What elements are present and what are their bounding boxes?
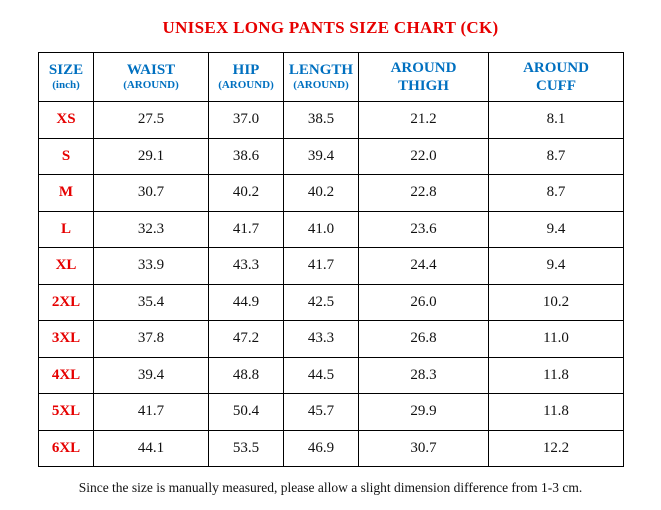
measurement-value: 33.9 [93, 247, 209, 285]
measurement-value: 26.0 [358, 283, 489, 321]
measurement-value: 50.4 [208, 393, 284, 431]
header-row: SIZE (inch) WAIST (AROUND) HIP (AROUND) … [38, 52, 624, 102]
measurement-value: 27.5 [93, 101, 209, 139]
measurement-value: 41.0 [283, 210, 359, 248]
measurement-value: 47.2 [208, 320, 284, 358]
measurement-value: 44.1 [93, 429, 209, 467]
size-label: 5XL [38, 393, 94, 431]
size-label: 2XL [38, 283, 94, 321]
table-row: XL 33.9 43.3 41.7 24.4 9.4 [38, 247, 624, 285]
col-header-hip: HIP (AROUND) [208, 52, 284, 102]
measurement-value: 48.8 [208, 356, 284, 394]
col-header-length-line2: (AROUND) [293, 79, 349, 92]
table-body: XS 27.5 37.0 38.5 21.2 8.1 S 29.1 38.6 39.4 22.0 8.… [38, 101, 624, 467]
size-label: 4XL [38, 356, 94, 394]
measurement-value: 41.7 [283, 247, 359, 285]
table-row: 6XL 44.1 53.5 46.9 30.7 12.2 [38, 429, 624, 467]
measurement-value: 53.5 [208, 429, 284, 467]
measurement-value: 30.7 [358, 429, 489, 467]
measurement-value: 40.2 [283, 174, 359, 212]
measurement-value: 40.2 [208, 174, 284, 212]
measurement-value: 44.9 [208, 283, 284, 321]
col-header-around-cuff-line2: CUFF [536, 78, 576, 94]
col-header-waist-line1: WAIST [126, 62, 176, 79]
measurement-value: 26.8 [358, 320, 489, 358]
col-header-around-cuff-line1: AROUND [523, 60, 589, 76]
measurement-value: 32.3 [93, 210, 209, 248]
table-row: L 32.3 41.7 41.0 23.6 9.4 [38, 210, 624, 248]
size-label: L [38, 210, 94, 248]
measurement-value: 8.1 [488, 101, 624, 139]
measurement-value: 9.4 [488, 210, 624, 248]
col-header-size-line2: (inch) [52, 79, 80, 92]
measurement-value: 44.5 [283, 356, 359, 394]
measurement-value: 22.0 [358, 137, 489, 175]
measurement-value: 46.9 [283, 429, 359, 467]
col-header-size: SIZE (inch) [38, 52, 94, 102]
measurement-value: 22.8 [358, 174, 489, 212]
table-row: 3XL 37.8 47.2 43.3 26.8 11.0 [38, 320, 624, 358]
measurement-value: 30.7 [93, 174, 209, 212]
measurement-value: 43.3 [208, 247, 284, 285]
measurement-value: 38.5 [283, 101, 359, 139]
col-header-around-thigh-line1: AROUND [390, 60, 457, 76]
size-chart-table: SIZE (inch) WAIST (AROUND) HIP (AROUND) … [38, 52, 624, 467]
measurement-value: 37.0 [208, 101, 284, 139]
col-header-around-thigh: AROUND THIGH [358, 52, 489, 102]
measurement-value: 24.4 [358, 247, 489, 285]
measurement-value: 39.4 [283, 137, 359, 175]
measurement-value: 45.7 [283, 393, 359, 431]
size-label: 3XL [38, 320, 94, 358]
measurement-value: 37.8 [93, 320, 209, 358]
measurement-value: 12.2 [488, 429, 624, 467]
measurement-value: 41.7 [93, 393, 209, 431]
measurement-value: 11.0 [488, 320, 624, 358]
measurement-value: 35.4 [93, 283, 209, 321]
col-header-around-cuff: AROUND CUFF [488, 52, 624, 102]
measurement-value: 39.4 [93, 356, 209, 394]
measurement-value: 38.6 [208, 137, 284, 175]
measurement-value: 23.6 [358, 210, 489, 248]
measurement-value: 28.3 [358, 356, 489, 394]
col-header-waist-line2: (AROUND) [123, 79, 179, 92]
measurement-value: 8.7 [488, 174, 624, 212]
footer-note: Since the size is manually measured, ple… [78, 480, 583, 495]
measurement-value: 21.2 [358, 101, 489, 139]
col-header-size-line1: SIZE [48, 62, 84, 79]
measurement-value: 11.8 [488, 356, 624, 394]
size-label: S [38, 137, 94, 175]
col-header-hip-line1: HIP [232, 62, 260, 79]
size-label: XL [38, 247, 94, 285]
col-header-around-thigh-line2: THIGH [398, 78, 449, 94]
measurement-value: 10.2 [488, 283, 624, 321]
table-row: M 30.7 40.2 40.2 22.8 8.7 [38, 174, 624, 212]
measurement-value: 29.1 [93, 137, 209, 175]
col-header-length-line1: LENGTH [288, 62, 354, 79]
measurement-value: 11.8 [488, 393, 624, 431]
measurement-value: 41.7 [208, 210, 284, 248]
measurement-value: 8.7 [488, 137, 624, 175]
table-row: XS 27.5 37.0 38.5 21.2 8.1 [38, 101, 624, 139]
size-label: M [38, 174, 94, 212]
measurement-value: 42.5 [283, 283, 359, 321]
table-row: S 29.1 38.6 39.4 22.0 8.7 [38, 137, 624, 175]
size-label: 6XL [38, 429, 94, 467]
table-row: 2XL 35.4 44.9 42.5 26.0 10.2 [38, 283, 624, 321]
col-header-hip-line2: (AROUND) [218, 79, 274, 92]
measurement-value: 29.9 [358, 393, 489, 431]
table-row: 4XL 39.4 48.8 44.5 28.3 11.8 [38, 356, 624, 394]
measurement-value: 43.3 [283, 320, 359, 358]
page-title: UNISEX LONG PANTS SIZE CHART (CK) [162, 18, 499, 37]
measurement-value: 9.4 [488, 247, 624, 285]
table-row: 5XL 41.7 50.4 45.7 29.9 11.8 [38, 393, 624, 431]
col-header-waist: WAIST (AROUND) [93, 52, 209, 102]
size-label: XS [38, 101, 94, 139]
col-header-length: LENGTH (AROUND) [283, 52, 359, 102]
